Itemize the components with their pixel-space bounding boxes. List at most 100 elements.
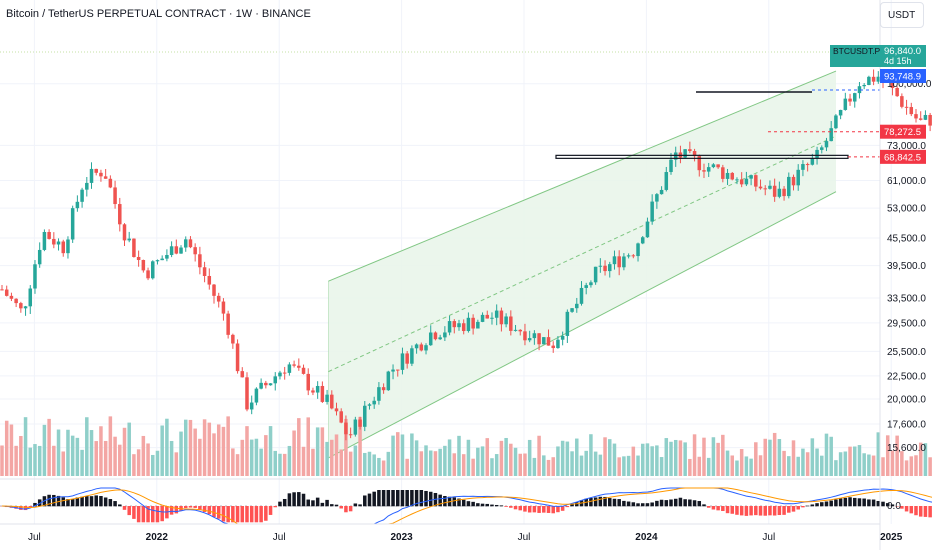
volume-bar [895, 435, 899, 476]
candle-body [871, 76, 876, 82]
macd-histogram-bar [141, 506, 146, 523]
candle-body [527, 338, 532, 341]
candle-body [52, 238, 56, 245]
volume-bar [198, 438, 202, 476]
volume-bar [325, 441, 329, 476]
volume-bar [169, 440, 174, 476]
macd-histogram-bar [400, 490, 405, 507]
candle-body [400, 353, 405, 370]
macd-histogram-bar [75, 497, 80, 507]
volume-bar [37, 445, 42, 476]
candle-body [711, 164, 716, 168]
macd-histogram-bar [245, 506, 249, 523]
volume-bar [118, 444, 122, 476]
volume-bar [824, 433, 829, 476]
candle-body [876, 76, 881, 82]
candle-body [763, 188, 767, 190]
volume-bar [165, 418, 169, 476]
volume-bar [749, 458, 753, 476]
volume-bar [122, 427, 127, 476]
regression-channel[interactable] [328, 70, 837, 459]
macd-histogram-bar [749, 506, 753, 516]
candle-body [546, 337, 551, 346]
macd-histogram-bar [560, 506, 565, 511]
macd-histogram-bar [735, 506, 739, 515]
volume-bar [532, 457, 537, 476]
volume-bar [735, 460, 739, 476]
macd-histogram-bar [47, 494, 51, 507]
volume-bar [367, 451, 372, 476]
macd-panel [0, 487, 932, 525]
volume-bar [19, 435, 23, 476]
symbol-tag-bg [830, 45, 880, 67]
macd-histogram-bar [758, 506, 763, 516]
candle-body [334, 408, 339, 412]
macd-histogram-bar [320, 502, 325, 507]
volume-bar [315, 427, 320, 476]
macd-tick-label: 0.0 [887, 501, 901, 512]
candle-body [113, 187, 117, 205]
volume-bar [796, 456, 800, 476]
price-axis[interactable]: 100,000.0 73,000.0 61,000.0 53,000.0 45,500.… [879, 0, 932, 550]
macd-histogram-bar [146, 506, 150, 523]
candle-body [485, 314, 490, 319]
macd-histogram-bar [829, 500, 833, 507]
macd-histogram-bar [66, 499, 70, 507]
horizontal-levels[interactable] [555, 89, 880, 159]
macd-histogram-bar [264, 506, 268, 521]
candle-body [476, 321, 480, 329]
volume-bar [777, 439, 782, 476]
candle-body [834, 115, 838, 129]
macd-histogram-bar [240, 506, 245, 523]
volume-bar [598, 454, 603, 476]
macd-histogram-bar [824, 501, 829, 507]
candle-body [391, 369, 395, 372]
macd-histogram-bar [315, 497, 320, 507]
candle-body [33, 264, 37, 289]
candle-body [801, 164, 805, 170]
x-tick-label: Jul [28, 532, 41, 543]
volume-bar [589, 434, 593, 476]
candle-body [820, 147, 824, 150]
channel-middle-line [328, 135, 837, 373]
candle-body [367, 404, 372, 406]
candle-body [9, 295, 14, 299]
currency-button[interactable] [880, 2, 924, 28]
macd-histogram-bar [278, 501, 282, 507]
volume-bar [353, 445, 358, 476]
macd-histogram-bar [19, 506, 23, 510]
last-price-tag-value: 96,840.0 [884, 46, 921, 57]
volume-bar [622, 456, 626, 476]
red-tag-2-bg [880, 149, 926, 164]
volume-bar [400, 434, 405, 476]
macd-histogram-bar [377, 490, 381, 507]
volume-bar [391, 435, 395, 476]
candle-body [513, 329, 518, 331]
candle-body [353, 419, 358, 435]
x-tick-label: Jul [762, 532, 775, 543]
candle-body [287, 364, 292, 373]
candle-body [207, 275, 212, 285]
time-axis[interactable]: Jul2022Jul2023Jul2024Jul2025Jul [0, 478, 932, 543]
volume-bar [688, 458, 692, 476]
volume-bar [33, 444, 37, 476]
macd-histogram-bar [777, 506, 782, 516]
volume-bar [570, 451, 574, 476]
macd-histogram-bar [485, 503, 490, 507]
macd-histogram-bar [518, 506, 523, 511]
candle-body [311, 390, 315, 393]
macd-histogram-bar [169, 506, 174, 515]
y-tick-label: 33,500.0 [887, 293, 926, 304]
macd-histogram-bar [174, 506, 179, 514]
volume-bar [471, 458, 475, 476]
macd-histogram-bar [716, 506, 720, 511]
candle-body [918, 118, 923, 120]
macd-histogram-bar [801, 506, 805, 508]
candle-body [169, 246, 174, 256]
macd-histogram-bar [589, 497, 593, 507]
volume-bar [801, 448, 805, 476]
volume-bar [579, 455, 584, 476]
volume-bar [551, 457, 555, 476]
